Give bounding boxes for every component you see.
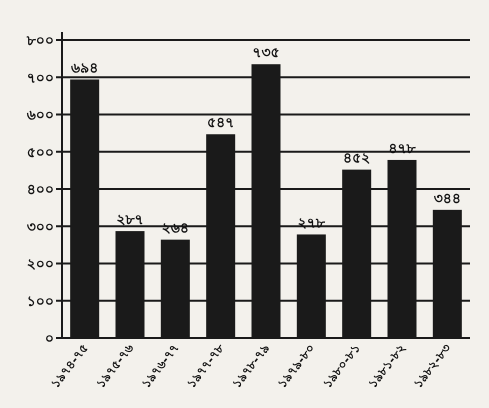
bar-1 — [115, 231, 145, 338]
data-label-6: ৪৫২ — [343, 151, 370, 167]
x-category-label-5: ১৯৭৯-৮০ — [275, 341, 318, 390]
data-label-4: ৭৩৫ — [252, 45, 279, 61]
x-category-label-8: ১৯৮২-৮৩ — [411, 341, 454, 391]
x-category-label-1: ১৯৭৫-৭৬ — [93, 341, 136, 391]
y-tick-label-1: ১০০ — [27, 294, 54, 310]
y-tick-label-6: ৬০০ — [27, 108, 54, 124]
y-tick-label-4: ৪০০ — [27, 182, 54, 198]
data-label-2: ২৬৪ — [162, 221, 189, 237]
x-category-label-0: ১৯৭৪-৭৫ — [48, 341, 91, 391]
bar-6 — [342, 169, 372, 338]
data-label-8: ৩৪৪ — [434, 191, 461, 207]
data-label-3: ৫৪৭ — [207, 115, 234, 131]
data-label-7: ৪৭৮ — [388, 141, 416, 157]
y-tick-label-3: ৩০০ — [27, 219, 54, 235]
x-category-label-3: ১৯৭৭-৭৮ — [184, 341, 227, 391]
data-label-0: ৬৯৪ — [71, 60, 98, 76]
bar-5 — [296, 234, 326, 338]
x-category-label-7: ১৯৮১-৮২ — [365, 341, 408, 391]
bar-7 — [387, 159, 417, 338]
bar-0 — [70, 79, 100, 339]
bar-4 — [251, 64, 281, 339]
y-tick-label-0: ০ — [45, 331, 54, 347]
bar-2 — [160, 239, 190, 338]
x-category-label-4: ১৯৭৮-৭৯ — [229, 341, 272, 391]
y-tick-label-2: ২০০ — [27, 257, 54, 273]
data-label-5: ২৭৮ — [298, 215, 326, 231]
y-tick-label-7: ৭০০ — [27, 70, 54, 86]
y-tick-label-5: ৫০০ — [27, 145, 54, 161]
data-label-1: ২৮৭ — [116, 212, 143, 228]
bar-8 — [432, 209, 462, 338]
x-category-label-2: ১৯৭৬-৭৭ — [139, 341, 182, 390]
bar-3 — [206, 134, 236, 338]
x-category-label-6: ১৯৮০-৮১ — [320, 341, 363, 390]
y-tick-label-8: ৮০০ — [26, 33, 54, 49]
